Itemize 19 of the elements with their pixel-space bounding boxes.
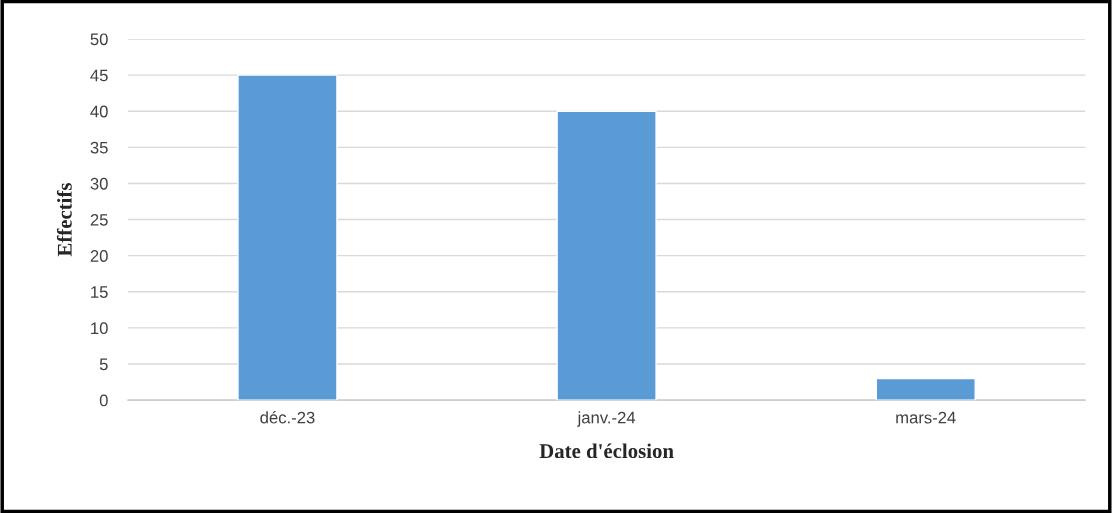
y-tick-label: 25: [90, 213, 108, 226]
y-tick-label: 20: [90, 250, 108, 262]
bar: [556, 110, 657, 401]
y-tick-label: 5: [99, 358, 108, 371]
x-tick-label: mars-24: [896, 411, 956, 424]
y-tick-label: 50: [90, 33, 108, 46]
bar: [237, 74, 338, 401]
y-tick-label: 0: [99, 394, 108, 407]
y-axis-title: Effectifs: [56, 183, 72, 257]
bar: [875, 377, 976, 401]
y-tick-label: 45: [90, 69, 108, 82]
x-tick-label: janv.-24: [577, 411, 636, 427]
x-axis-title: Date d'éclosion: [539, 443, 674, 459]
y-tick-label: 10: [91, 322, 108, 335]
y-tick-label: 15: [91, 286, 108, 298]
x-tick-label: déc.-23: [260, 411, 315, 424]
y-tick-label: 35: [90, 141, 108, 154]
y-tick-label: 30: [90, 177, 108, 190]
y-tick-label: 40: [90, 105, 108, 118]
